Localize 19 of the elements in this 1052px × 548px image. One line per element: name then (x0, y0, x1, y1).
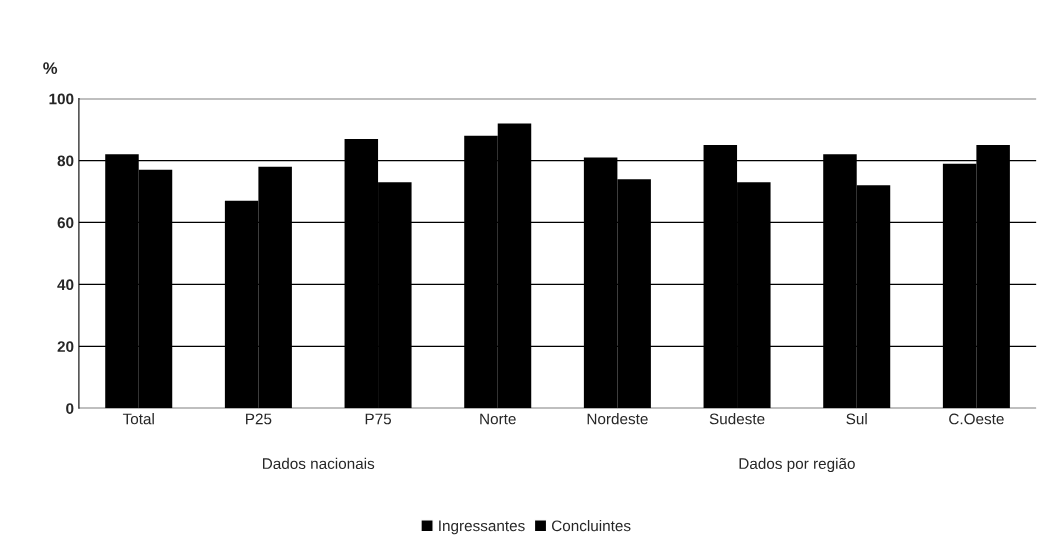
x-tick-label: Sul (846, 413, 867, 425)
x-tick-label: Nordeste (587, 413, 648, 425)
y-tick-label: 80 (57, 155, 74, 167)
x-tick-label: C.Oeste (949, 413, 1004, 425)
legend-label: Concluintes (551, 520, 631, 532)
y-tick-label: 20 (57, 341, 74, 353)
text: Dados nacionais (263, 457, 375, 470)
y-tick-label: 40 (57, 279, 74, 291)
x-tick-label: P75 (365, 413, 392, 425)
x-tick-label: Sudeste (709, 413, 765, 425)
x-tick-label: P25 (246, 413, 272, 425)
text: Dados por região (739, 457, 855, 473)
x-tick-label: Norte (480, 413, 516, 425)
y-axis-title: % (43, 62, 58, 74)
y-tick-label: 100 (49, 93, 74, 105)
y-tick-label: 60 (57, 217, 74, 229)
y-tick-label: 0 (66, 403, 74, 414)
x-tick-label: Total (122, 413, 154, 425)
legend-label: Ingressantes (439, 520, 525, 535)
